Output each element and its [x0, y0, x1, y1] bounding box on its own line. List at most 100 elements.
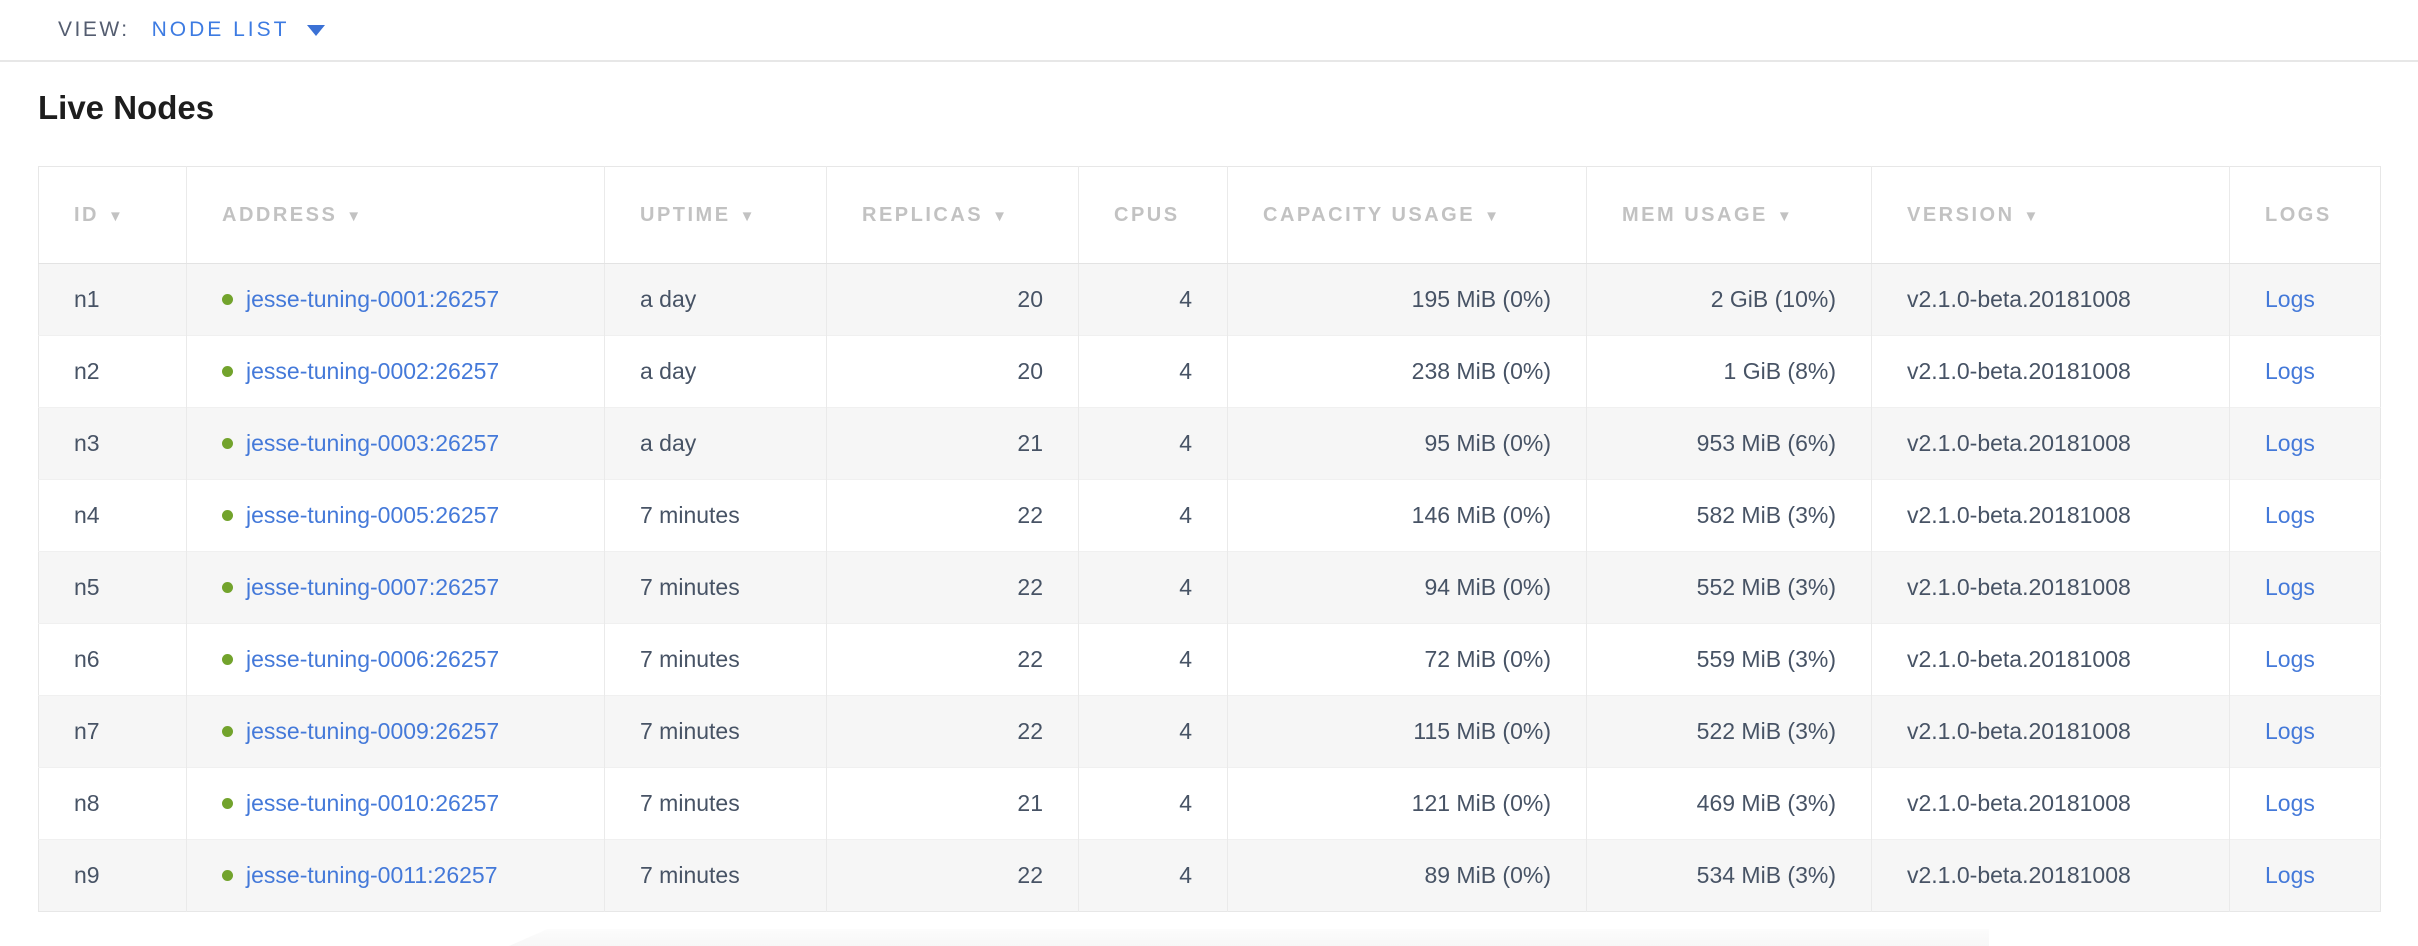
node-cpus-cell: 4	[1078, 839, 1228, 912]
node-id-cell: n7	[38, 695, 187, 768]
node-capacity-usage: 121 MiB (0%)	[1411, 790, 1551, 816]
node-id-cell: n8	[38, 767, 187, 840]
node-status-healthy-icon	[222, 438, 233, 449]
column-header[interactable]: ID ▼	[38, 166, 187, 264]
node-cpus-cell: 4	[1078, 407, 1228, 480]
node-status-healthy-icon	[222, 510, 233, 521]
node-logs-link[interactable]: Logs	[2265, 862, 2315, 888]
node-status-healthy-icon	[222, 294, 233, 305]
node-logs-link[interactable]: Logs	[2265, 574, 2315, 600]
node-logs-link[interactable]: Logs	[2265, 718, 2315, 744]
node-address-link[interactable]: jesse-tuning-0002:26257	[246, 358, 500, 384]
node-capacity-usage-cell: 195 MiB (0%)	[1227, 263, 1587, 336]
view-selector-dropdown[interactable]: NODE LIST	[152, 18, 326, 42]
node-address-link[interactable]: jesse-tuning-0010:26257	[246, 790, 500, 816]
node-address-link[interactable]: jesse-tuning-0005:26257	[246, 502, 500, 528]
node-uptime-cell: 7 minutes	[604, 695, 827, 768]
table-header-row: ID ▼ ADDRESS ▼ UPTIME ▼ REPLICAS ▼ CPUS CAPA…	[38, 166, 2381, 264]
node-id: n8	[74, 790, 100, 816]
node-logs-link[interactable]: Logs	[2265, 646, 2315, 672]
node-capacity-usage: 94 MiB (0%)	[1424, 574, 1551, 600]
column-header-label: CAPACITY USAGE	[1263, 203, 1476, 226]
node-logs-cell: Logs	[2229, 767, 2381, 840]
node-address-link[interactable]: jesse-tuning-0007:26257	[246, 574, 500, 600]
node-address-cell: jesse-tuning-0010:26257	[186, 767, 605, 840]
sort-arrow-icon: ▼	[1484, 207, 1499, 225]
node-address-cell: jesse-tuning-0001:26257	[186, 263, 605, 336]
node-uptime: 7 minutes	[640, 862, 740, 888]
node-uptime: 7 minutes	[640, 790, 740, 816]
node-id: n5	[74, 574, 100, 600]
node-cpus: 4	[1179, 502, 1192, 528]
column-header: LOGS	[2229, 166, 2381, 264]
node-logs-link[interactable]: Logs	[2265, 358, 2315, 384]
column-header[interactable]: MEM USAGE ▼	[1586, 166, 1872, 264]
node-uptime: 7 minutes	[640, 646, 740, 672]
sort-arrow-icon: ▼	[739, 207, 755, 225]
node-id-cell: n3	[38, 407, 187, 480]
column-header-label: LOGS	[2265, 203, 2332, 226]
node-capacity-usage: 146 MiB (0%)	[1411, 502, 1551, 528]
node-uptime-cell: 7 minutes	[604, 839, 827, 912]
node-id-cell: n6	[38, 623, 187, 696]
column-header: CPUS	[1078, 166, 1228, 264]
node-uptime-cell: a day	[604, 335, 827, 408]
column-header-label: VERSION	[1907, 203, 2015, 226]
node-logs-cell: Logs	[2229, 263, 2381, 336]
column-header-label: ID	[74, 203, 99, 226]
node-replicas-cell: 22	[826, 551, 1079, 624]
node-capacity-usage: 115 MiB (0%)	[1413, 718, 1551, 744]
table-row: n2 jesse-tuning-0002:26257 a day 20 4 23…	[38, 335, 2381, 408]
node-mem-usage: 1 GiB (8%)	[1723, 358, 1836, 384]
node-address-cell: jesse-tuning-0009:26257	[186, 695, 605, 768]
node-status-healthy-icon	[222, 870, 233, 881]
node-cpus: 4	[1179, 790, 1192, 816]
node-logs-cell: Logs	[2229, 695, 2381, 768]
node-logs-link[interactable]: Logs	[2265, 286, 2315, 312]
node-capacity-usage-cell: 89 MiB (0%)	[1227, 839, 1587, 912]
node-replicas: 22	[1017, 718, 1043, 744]
node-logs-link[interactable]: Logs	[2265, 790, 2315, 816]
node-replicas-cell: 22	[826, 623, 1079, 696]
column-header[interactable]: REPLICAS ▼	[826, 166, 1079, 264]
node-capacity-usage: 89 MiB (0%)	[1424, 862, 1551, 888]
node-logs-link[interactable]: Logs	[2265, 430, 2315, 456]
column-header[interactable]: UPTIME ▼	[604, 166, 827, 264]
node-address-link[interactable]: jesse-tuning-0006:26257	[246, 646, 500, 672]
node-version-cell: v2.1.0-beta.20181008	[1871, 479, 2230, 552]
node-address-link[interactable]: jesse-tuning-0001:26257	[246, 286, 500, 312]
table-row: n4 jesse-tuning-0005:26257 7 minutes 22 …	[38, 479, 2381, 552]
node-address-cell: jesse-tuning-0003:26257	[186, 407, 605, 480]
node-logs-cell: Logs	[2229, 623, 2381, 696]
node-logs-cell: Logs	[2229, 407, 2381, 480]
node-status-healthy-icon	[222, 366, 233, 377]
node-replicas: 22	[1017, 862, 1043, 888]
column-header-label: CPUS	[1114, 203, 1180, 226]
node-replicas-cell: 22	[826, 479, 1079, 552]
node-version-cell: v2.1.0-beta.20181008	[1871, 263, 2230, 336]
node-id: n6	[74, 646, 100, 672]
column-header-label: ADDRESS	[222, 203, 338, 226]
node-replicas: 20	[1017, 358, 1043, 384]
node-version-cell: v2.1.0-beta.20181008	[1871, 839, 2230, 912]
node-version-cell: v2.1.0-beta.20181008	[1871, 767, 2230, 840]
node-mem-usage-cell: 2 GiB (10%)	[1586, 263, 1872, 336]
node-version: v2.1.0-beta.20181008	[1907, 646, 2131, 672]
column-header[interactable]: VERSION ▼	[1871, 166, 2230, 264]
node-address-link[interactable]: jesse-tuning-0011:26257	[246, 862, 498, 888]
node-logs-cell: Logs	[2229, 551, 2381, 624]
node-cpus: 4	[1179, 358, 1192, 384]
column-header[interactable]: CAPACITY USAGE ▼	[1227, 166, 1587, 264]
node-capacity-usage-cell: 146 MiB (0%)	[1227, 479, 1587, 552]
node-logs-link[interactable]: Logs	[2265, 502, 2315, 528]
node-address-link[interactable]: jesse-tuning-0009:26257	[246, 718, 500, 744]
node-uptime: 7 minutes	[640, 574, 740, 600]
node-uptime-cell: a day	[604, 407, 827, 480]
node-version-cell: v2.1.0-beta.20181008	[1871, 407, 2230, 480]
node-uptime-cell: 7 minutes	[604, 767, 827, 840]
node-address-link[interactable]: jesse-tuning-0003:26257	[246, 430, 500, 456]
column-header[interactable]: ADDRESS ▼	[186, 166, 605, 264]
node-id-cell: n5	[38, 551, 187, 624]
node-version: v2.1.0-beta.20181008	[1907, 430, 2131, 456]
node-version: v2.1.0-beta.20181008	[1907, 790, 2131, 816]
